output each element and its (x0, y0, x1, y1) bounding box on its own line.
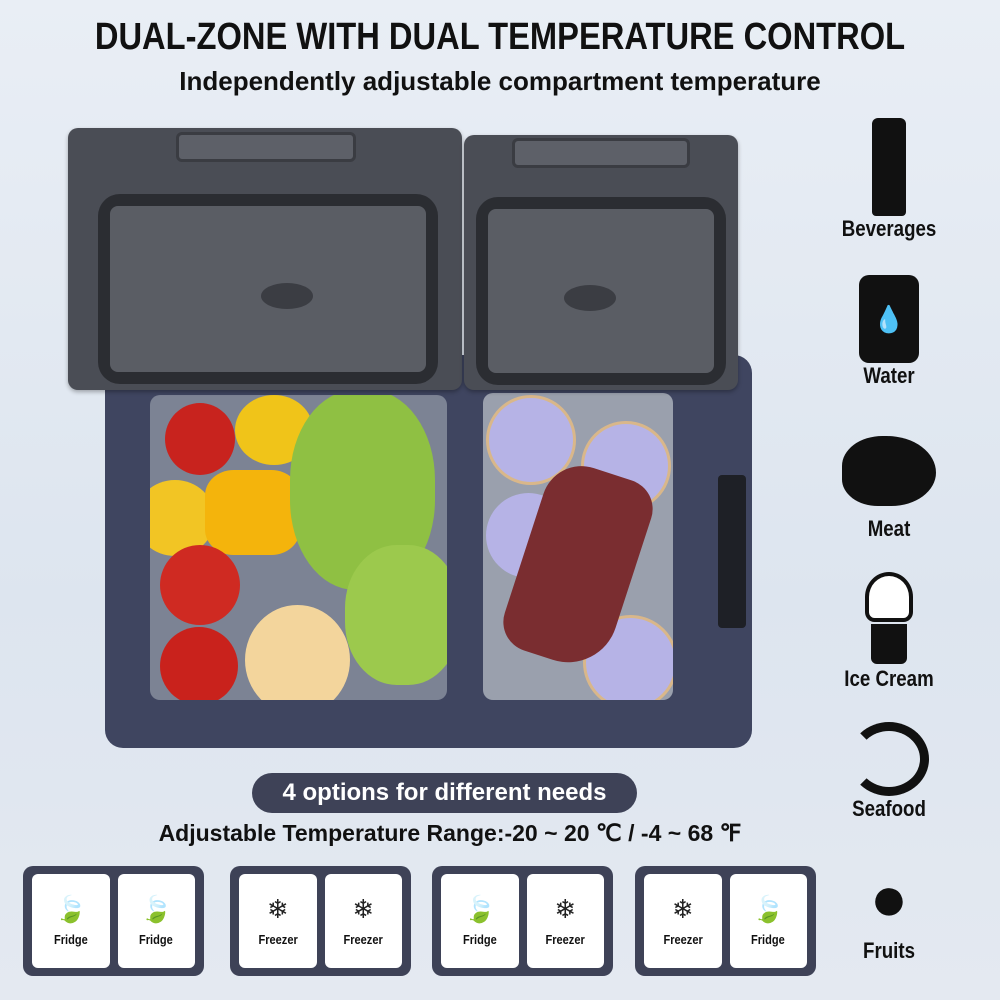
left-lid (68, 128, 462, 390)
food-item-water: 💧 Water (830, 275, 948, 389)
leaf-icon: 🍃 (140, 893, 173, 924)
mode-option-2: ❄ Freezer ❄ Freezer (230, 866, 411, 976)
temperature-range: Adjustable Temperature Range:-20 ~ 20 ℃ … (158, 820, 742, 846)
mode-label: Fridge (462, 931, 497, 947)
mode-label: Fridge (751, 931, 786, 947)
leaf-icon: 🍃 (54, 893, 87, 924)
food-label: Beverages (841, 216, 937, 241)
food-item-beverages: Beverages (830, 118, 948, 242)
tomato (160, 545, 240, 625)
mode-option-1: 🍃 Fridge 🍃 Fridge (23, 866, 204, 976)
food-item-meat: Meat (830, 428, 948, 542)
mode-label: Freezer (343, 931, 383, 947)
lemon (150, 480, 215, 556)
mode-label: Fridge (53, 931, 88, 947)
left-compartment (150, 395, 447, 700)
mode-card: 🍃 Fridge (441, 874, 519, 968)
mode-label: Freezer (258, 931, 298, 947)
food-label: Fruits (863, 938, 915, 963)
grapes-icon: ● (869, 862, 909, 934)
control-panel (718, 475, 746, 628)
food-label: Meat (867, 516, 911, 541)
mode-card: ❄ Freezer (239, 874, 317, 968)
food-label: Seafood (852, 796, 926, 821)
grapes (345, 545, 447, 685)
mode-label: Fridge (139, 931, 174, 947)
snowflake-icon: ❄ (266, 893, 289, 924)
snowflake-icon: ❄ (671, 893, 694, 924)
food-item-ice-cream: Ice Cream (830, 572, 948, 692)
options-pill: 4 options for different needs (252, 773, 637, 813)
steak-icon (842, 436, 936, 506)
snowflake-icon: ❄ (554, 893, 577, 924)
food-item-seafood: Seafood (830, 722, 948, 822)
tomato (165, 403, 235, 475)
ice-cream-icon (861, 572, 917, 666)
tomato (160, 627, 238, 700)
mode-card: 🍃 Fridge (32, 874, 110, 968)
food-label: Ice Cream (844, 666, 934, 691)
mode-card: ❄ Freezer (324, 874, 402, 968)
mode-card: ❄ Freezer (526, 874, 604, 968)
mode-label: Freezer (663, 931, 703, 947)
mode-option-4: ❄ Freezer 🍃 Fridge (635, 866, 816, 976)
water-jug-icon: 💧 (859, 275, 919, 363)
leaf-icon: 🍃 (752, 893, 785, 924)
cooler-image (68, 128, 752, 748)
page-title: DUAL-ZONE WITH DUAL TEMPERATURE CONTROL (94, 16, 906, 58)
page-subtitle: Independently adjustable compartment tem… (179, 66, 821, 96)
shrimp-icon (849, 722, 929, 796)
food-item-fruits: ● Fruits (830, 858, 948, 964)
bottle-icon (872, 118, 906, 216)
mode-card: 🍃 Fridge (729, 874, 807, 968)
right-compartment (483, 393, 673, 700)
lid-handle (512, 138, 690, 168)
mode-card: ❄ Freezer (644, 874, 722, 968)
pepper (205, 470, 300, 555)
mode-option-3: 🍃 Fridge ❄ Freezer (432, 866, 613, 976)
mode-card: 🍃 Fridge (117, 874, 195, 968)
mode-label: Freezer (545, 931, 585, 947)
pumpkin (245, 605, 350, 700)
food-label: Water (863, 363, 915, 388)
snowflake-icon: ❄ (352, 893, 375, 924)
leaf-icon: 🍃 (463, 893, 496, 924)
right-lid (464, 135, 738, 390)
lid-handle (176, 132, 356, 162)
